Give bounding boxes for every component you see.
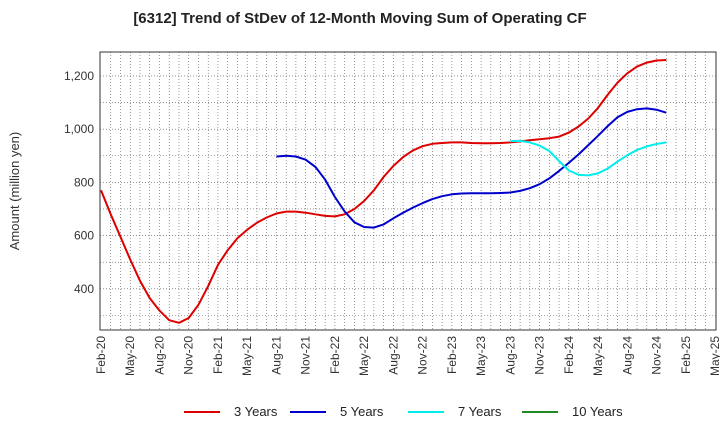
x-tick-label: Feb-23 <box>445 336 459 374</box>
legend-item: 3 Years <box>184 404 277 419</box>
x-tick-label: Feb-24 <box>562 336 576 374</box>
legend-label: 3 Years <box>234 404 278 419</box>
x-tick-label: May-24 <box>591 336 605 376</box>
legend-item: 10 Years <box>522 404 623 419</box>
chart-title: [6312] Trend of StDev of 12-Month Moving… <box>133 10 587 27</box>
x-tick-label: May-23 <box>474 336 488 376</box>
y-tick-label: 400 <box>74 282 94 296</box>
x-tick-label: Nov-24 <box>650 336 664 375</box>
y-tick-label: 800 <box>74 175 94 189</box>
x-tick-label: Nov-21 <box>299 336 313 375</box>
x-tick-label: May-25 <box>708 336 720 376</box>
x-tick-label: Feb-25 <box>679 336 693 374</box>
x-tick-label: Feb-20 <box>94 336 108 374</box>
x-tick-label: Nov-23 <box>533 336 547 375</box>
legend: 3 Years 5 Years 7 Years 10 Years <box>0 404 720 428</box>
y-tick-label: 600 <box>74 229 94 243</box>
series-line-7-years <box>510 139 667 177</box>
y-tick-label: 1,200 <box>64 69 94 83</box>
x-tick-label: May-21 <box>240 336 254 376</box>
legend-swatch <box>522 410 558 413</box>
plot-area <box>99 51 717 331</box>
x-tick-label: Nov-22 <box>416 336 430 375</box>
legend-swatch <box>408 410 444 413</box>
legend-swatch <box>290 410 326 413</box>
x-tick-label: Nov-20 <box>182 336 196 375</box>
line-chart: 400 600 800 1,000 1,200 Feb-20 May-20 Aug-20 No… <box>7 51 720 376</box>
x-tick-label: May-20 <box>123 336 137 376</box>
x-tick-label: Aug-20 <box>152 336 166 375</box>
x-tick-label: Aug-21 <box>269 336 283 375</box>
legend-label: 5 Years <box>340 404 384 419</box>
x-tick-label: Aug-24 <box>620 336 634 375</box>
y-axis-label: Amount (million yen) <box>7 132 22 251</box>
x-tick-label: Aug-22 <box>386 336 400 375</box>
x-tick-label: Aug-23 <box>503 336 517 375</box>
y-tick-label: 1,000 <box>64 122 94 136</box>
series-line-5-years <box>276 107 667 229</box>
x-tick-label: May-22 <box>357 336 371 376</box>
x-tick-label: Feb-21 <box>211 336 225 374</box>
legend-label: 7 Years <box>458 404 502 419</box>
legend-swatch <box>184 410 220 413</box>
series-line-3-years <box>100 59 667 324</box>
legend-item: 7 Years <box>408 404 501 419</box>
legend-label: 10 Years <box>572 404 623 419</box>
legend-item: 5 Years <box>290 404 383 419</box>
x-tick-label: Feb-22 <box>328 336 342 374</box>
